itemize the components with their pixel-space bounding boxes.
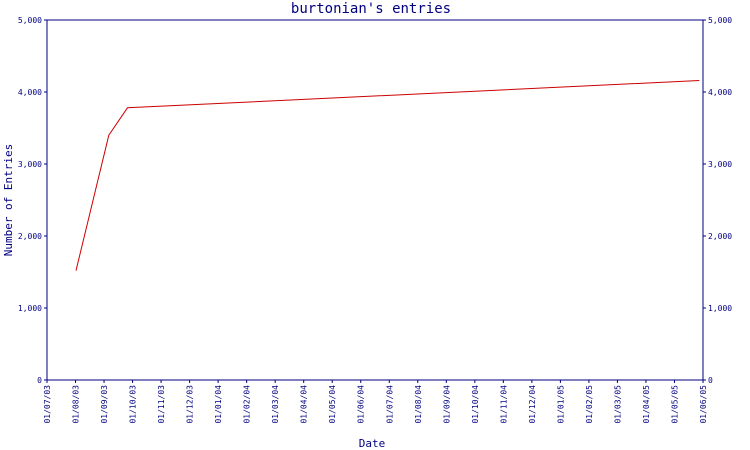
y-tick-label-left: 4,000 [18, 88, 42, 97]
x-tick-label: 01/03/04 [271, 385, 280, 424]
x-tick-label: 01/04/05 [642, 385, 651, 424]
y-tick-label-right: 3,000 [708, 160, 732, 169]
x-tick-label: 01/09/03 [100, 385, 109, 424]
x-tick-label: 01/03/05 [613, 385, 622, 424]
chart-title: burtonian's entries [291, 1, 451, 17]
x-tick-label: 01/06/04 [357, 385, 366, 424]
x-tick-label: 01/02/04 [243, 385, 252, 424]
x-tick-label: 01/05/04 [328, 385, 337, 424]
y-tick-label-right: 5,000 [708, 16, 732, 25]
x-tick-label: 01/12/04 [528, 385, 537, 424]
x-tick-label: 01/05/05 [670, 385, 679, 424]
x-tick-label: 01/11/03 [157, 385, 166, 424]
x-tick-label: 01/07/04 [385, 385, 394, 424]
y-tick-label-left: 3,000 [18, 160, 42, 169]
x-tick-label: 01/01/05 [556, 385, 565, 424]
x-tick-label: 01/07/03 [43, 385, 52, 424]
y-tick-label-left: 1,000 [18, 304, 42, 313]
x-tick-label: 01/11/04 [499, 385, 508, 424]
x-tick-label: 01/10/04 [471, 385, 480, 424]
x-axis-title: Date [359, 437, 386, 450]
y-tick-label-left: 2,000 [18, 232, 42, 241]
x-tick-label: 01/01/04 [214, 385, 223, 424]
x-tick-label: 01/12/03 [186, 385, 195, 424]
y-tick-label-right: 0 [708, 376, 713, 385]
y-tick-label-right: 2,000 [708, 232, 732, 241]
x-tick-label: 01/02/05 [585, 385, 594, 424]
x-tick-label: 01/04/04 [300, 385, 309, 424]
y-tick-label-left: 0 [37, 376, 42, 385]
x-tick-label: 01/09/04 [442, 385, 451, 424]
x-tick-label: 01/06/05 [699, 385, 708, 424]
x-tick-label: 01/08/03 [72, 385, 81, 424]
y-axis-title: Number of Entries [2, 144, 15, 257]
y-tick-label-right: 1,000 [708, 304, 732, 313]
x-tick-label: 01/08/04 [414, 385, 423, 424]
plot-frame [46, 19, 704, 381]
y-tick-label-left: 5,000 [18, 16, 42, 25]
series-line-entries [75, 80, 700, 271]
y-tick-label-right: 4,000 [708, 88, 732, 97]
x-tick-label: 01/10/03 [129, 385, 138, 424]
